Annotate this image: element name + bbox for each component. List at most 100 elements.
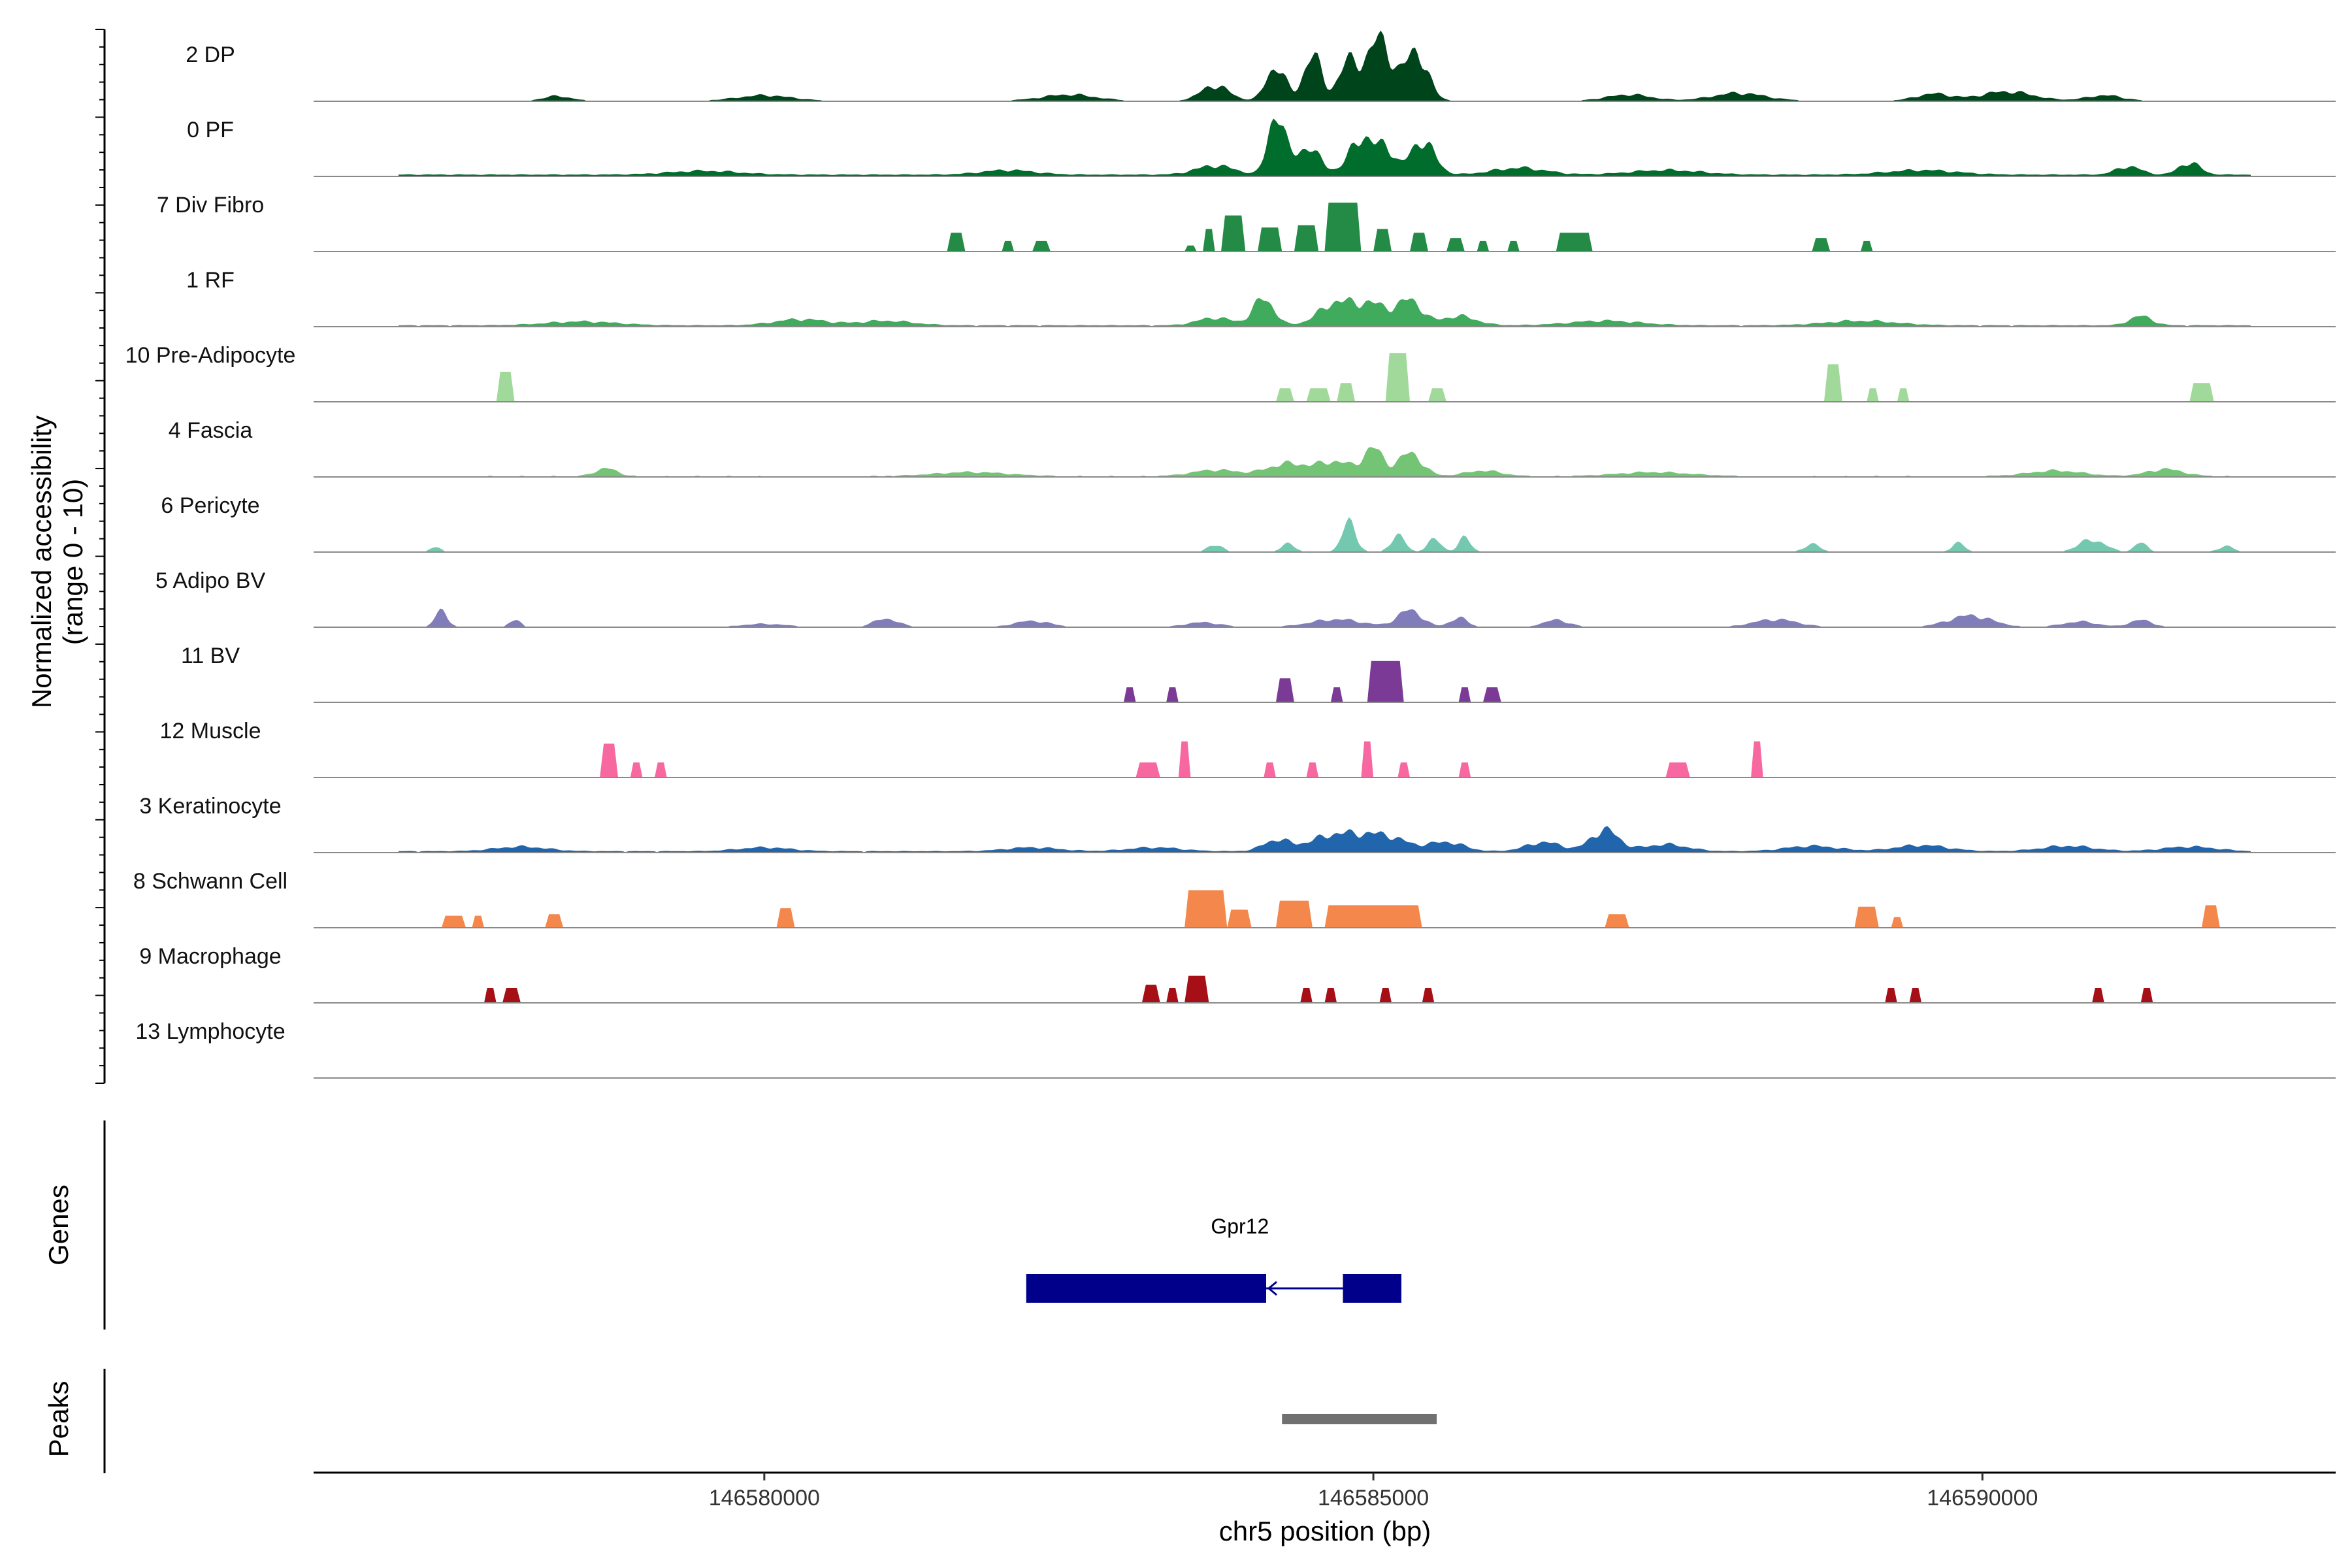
track-label: 10 Pre-Adipocyte xyxy=(125,343,296,368)
coverage-block xyxy=(1897,388,1910,402)
track-label: 9 Macrophage xyxy=(139,944,281,969)
coverage-area xyxy=(399,608,2251,628)
coverage-block xyxy=(502,988,521,1003)
coverage-block xyxy=(1867,388,1879,402)
peak-bar xyxy=(1282,1414,1437,1424)
coverage-block xyxy=(1373,229,1392,252)
coverage-block xyxy=(2140,988,2153,1003)
track-label: 2 DP xyxy=(186,42,235,67)
coverage-block xyxy=(1227,909,1252,928)
coverage-block xyxy=(1909,988,1922,1003)
track-1: 2 DP xyxy=(186,30,2336,102)
track-13: 9 Macrophage xyxy=(139,944,2336,1004)
coverage-block xyxy=(1397,762,1410,777)
coverage-block xyxy=(1751,741,1763,777)
coverage-block xyxy=(1178,741,1191,777)
coverage-block xyxy=(1141,985,1160,1003)
coverage-block xyxy=(1812,238,1831,252)
coverage-block xyxy=(1361,741,1374,777)
track-label: 0 PF xyxy=(187,118,234,142)
coverage-block xyxy=(1507,240,1520,252)
coverage-block xyxy=(1385,353,1410,402)
gene-exon xyxy=(1026,1274,1267,1303)
coverage-block xyxy=(1306,762,1319,777)
strand-arrow-icon xyxy=(1267,1281,1277,1296)
y-axis-title-line2: (range 0 - 10) xyxy=(57,479,88,645)
track-4: 1 RF xyxy=(186,268,2336,327)
coverage-block xyxy=(1891,917,1904,928)
coverage-block xyxy=(1002,240,1015,252)
gene-exon xyxy=(1343,1274,1401,1303)
coverage-block xyxy=(441,915,466,928)
coverage-block xyxy=(1477,240,1490,252)
peaks-axis-title: Peaks xyxy=(43,1381,74,1458)
coverage-block xyxy=(1135,762,1160,777)
coverage-block xyxy=(1367,661,1404,702)
coverage-block xyxy=(776,908,795,928)
x-tick-label: 146585000 xyxy=(1318,1486,1429,1511)
track-label: 7 Div Fibro xyxy=(157,193,264,218)
coverage-block xyxy=(1221,215,1246,252)
coverage-block xyxy=(1379,988,1392,1003)
coverage-block xyxy=(1300,988,1313,1003)
x-tick-label: 146580000 xyxy=(709,1486,820,1511)
coverage-block xyxy=(655,762,667,777)
coverage-area xyxy=(423,30,2202,102)
coverage-block xyxy=(2189,383,2214,402)
coverage-area xyxy=(399,447,2251,478)
coverage-block xyxy=(1306,388,1331,402)
coverage-block xyxy=(1166,988,1179,1003)
coverage-block xyxy=(1184,890,1228,928)
coverage-block xyxy=(1123,687,1136,702)
coverage-block xyxy=(1885,988,1897,1003)
peaks-panel xyxy=(1282,1414,1437,1424)
y-axis-title-line1: Normalized accessibility xyxy=(26,416,57,708)
track-11: 3 Keratinocyte xyxy=(139,794,2336,853)
track-10: 12 Muscle xyxy=(160,719,2336,778)
track-12: 8 Schwann Cell xyxy=(133,869,2336,928)
track-2: 0 PF xyxy=(187,118,2336,177)
coverage-block xyxy=(1410,233,1428,252)
coverage-block xyxy=(1860,240,1873,252)
coverage-block xyxy=(1556,233,1593,252)
coverage-block xyxy=(1458,762,1471,777)
coverage-block xyxy=(1482,687,1501,702)
coverage-block xyxy=(1275,900,1313,928)
coverage-block xyxy=(1446,238,1465,252)
coverage-area xyxy=(399,826,2251,853)
coverage-block xyxy=(1854,906,1879,928)
coverage-block xyxy=(1184,975,1209,1003)
x-tick-label: 146590000 xyxy=(1927,1486,2038,1511)
coverage-block xyxy=(1264,762,1276,777)
track-label: 13 Lymphocyte xyxy=(135,1019,285,1044)
track-6: 4 Fascia xyxy=(169,418,2336,478)
track-14: 13 Lymphocyte xyxy=(135,1019,2336,1079)
genes-axis-title: Genes xyxy=(43,1184,74,1266)
track-9: 11 BV xyxy=(181,644,2336,703)
coverage-block xyxy=(600,743,619,777)
coverage-block xyxy=(1324,203,1362,252)
left-axes xyxy=(95,29,106,1473)
track-5: 10 Pre-Adipocyte xyxy=(125,343,2336,402)
track-label: 4 Fascia xyxy=(169,418,253,443)
coverage-block xyxy=(1166,687,1179,702)
coverage-block xyxy=(2092,988,2104,1003)
coverage-block xyxy=(1605,914,1629,928)
track-label: 1 RF xyxy=(186,268,235,293)
track-8: 5 Adipo BV xyxy=(155,568,2336,628)
coverage-block xyxy=(1184,245,1197,252)
coverage-block xyxy=(1294,225,1319,252)
coverage-tracks: 2 DP 0 PF 7 Div Fibro 1 RF 10 Pre-Adipocyte 4… xyxy=(125,30,2336,1079)
track-3: 7 Div Fibro xyxy=(157,193,2336,252)
coverage-block xyxy=(1428,388,1446,402)
track-label: 12 Muscle xyxy=(160,719,261,743)
track-7: 6 Pericyte xyxy=(161,493,2336,553)
coverage-block xyxy=(1032,240,1051,252)
coverage-block xyxy=(1203,229,1215,252)
coverage-area xyxy=(399,118,2251,177)
track-label: 11 BV xyxy=(181,644,240,668)
coverage-block xyxy=(496,372,515,402)
coverage-area xyxy=(399,297,2251,327)
coverage-block xyxy=(1275,388,1294,402)
